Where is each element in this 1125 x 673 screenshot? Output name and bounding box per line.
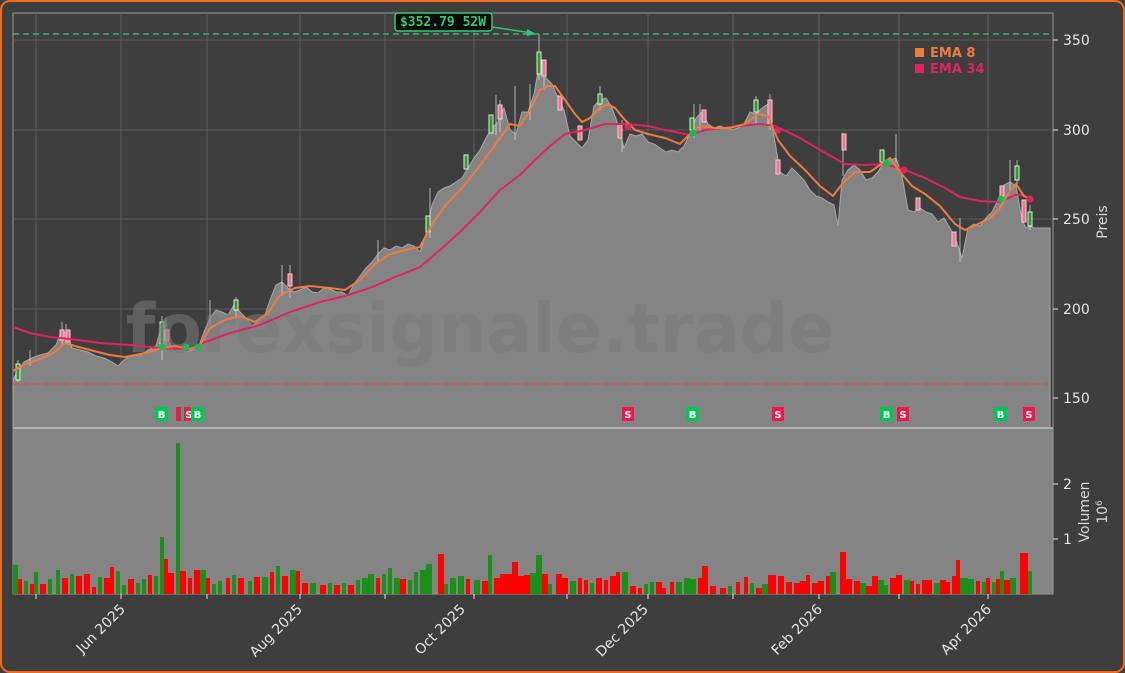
svg-text:300: 300 — [1063, 123, 1090, 139]
volume-y-axis: 2 1 Volumen 106 — [1053, 477, 1111, 548]
price-axis-title: Preis — [1095, 205, 1111, 238]
signal-sell — [176, 407, 181, 421]
signal-sell — [772, 407, 784, 421]
svg-text:Apr 2026: Apr 2026 — [938, 601, 995, 658]
x-axis — [35, 594, 989, 599]
legend-ema34: EMA 34 — [930, 62, 985, 77]
ema34-swatch — [915, 64, 924, 73]
x-axis-labels: Jun 2025 Aug 2025 Oct 2025 Dec 2025 Feb … — [73, 601, 995, 660]
volume-axis-title: Volumen — [1077, 482, 1093, 543]
svg-text:150: 150 — [1063, 391, 1090, 407]
candles — [15, 51, 1033, 381]
svg-text:S: S — [899, 410, 906, 421]
svg-text:Feb 2026: Feb 2026 — [769, 601, 826, 658]
signal-sell — [1023, 407, 1035, 421]
watermark-site: forexsignale.trade — [126, 290, 835, 369]
ema8-line — [12, 85, 1031, 372]
arrowhead-icon — [527, 29, 536, 36]
legend: EMA 8 EMA 34 — [915, 46, 985, 77]
volume-bars — [13, 443, 1032, 594]
signal-buy — [880, 407, 893, 421]
ema8-swatch — [915, 48, 924, 57]
svg-text:B: B — [689, 410, 697, 421]
svg-text:S: S — [1025, 410, 1032, 421]
high-52w-badge — [394, 12, 493, 32]
svg-text:S: S — [774, 410, 781, 421]
signal-buy — [994, 407, 1007, 421]
svg-text:Oct 2025: Oct 2025 — [412, 602, 469, 659]
signal-markers: B S B S B S B S B S — [155, 407, 1035, 421]
cross-dots — [158, 123, 1034, 351]
volume-scale: 106 — [1095, 500, 1111, 524]
svg-text:350: 350 — [1063, 33, 1090, 49]
svg-text:Dec 2025: Dec 2025 — [593, 602, 652, 661]
high-52w-label: $352.79 52W — [400, 15, 486, 30]
svg-text:Jun 2025: Jun 2025 — [73, 602, 129, 658]
signal-sell — [184, 407, 192, 421]
signal-buy — [155, 407, 168, 421]
svg-text:S: S — [624, 410, 631, 421]
svg-text:Aug 2025: Aug 2025 — [247, 602, 306, 661]
signal-buy — [191, 407, 204, 421]
svg-text:1: 1 — [1063, 532, 1072, 548]
svg-text:250: 250 — [1063, 212, 1090, 228]
volume-panel — [12, 427, 1054, 595]
signal-sell — [897, 407, 909, 421]
signal-sell — [622, 407, 634, 421]
svg-text:2: 2 — [1063, 477, 1072, 493]
svg-text:B: B — [997, 410, 1005, 421]
legend-ema8: EMA 8 — [930, 46, 975, 61]
svg-text:B: B — [194, 410, 202, 421]
high-52w-arrow — [491, 26, 533, 34]
svg-text:B: B — [883, 410, 891, 421]
svg-text:B: B — [158, 410, 166, 421]
signal-buy — [686, 407, 699, 421]
svg-text:200: 200 — [1063, 302, 1090, 318]
svg-text:S: S — [185, 410, 192, 421]
price-y-axis: 350 300 250 200 150 Preis — [1053, 33, 1111, 407]
signal-buy — [181, 407, 183, 421]
